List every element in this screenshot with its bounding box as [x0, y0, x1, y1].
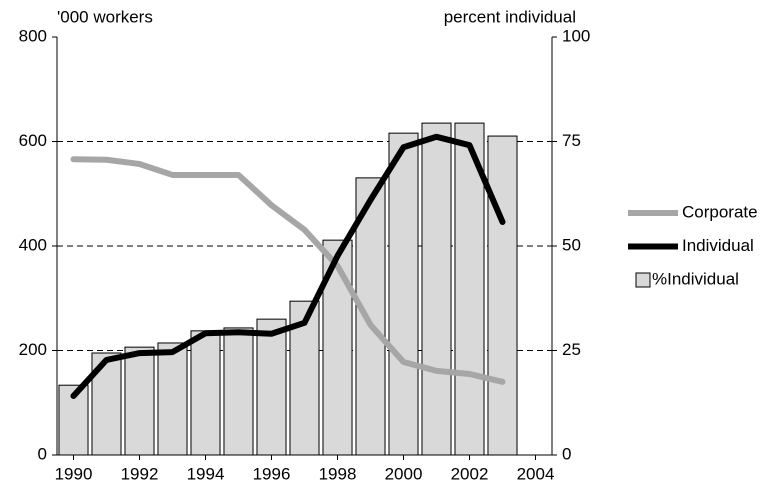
bar — [355, 177, 386, 456]
x-tick-label: 1998 — [319, 464, 357, 483]
x-tick-label: 2002 — [451, 464, 489, 483]
y2-tick-label: 75 — [562, 131, 581, 150]
bar — [289, 300, 320, 456]
x-tick-label: 1996 — [253, 464, 291, 483]
legend-label: %Individual — [652, 269, 739, 288]
x-tick-label: 2000 — [385, 464, 423, 483]
y2-tick-label: 100 — [562, 26, 590, 45]
x-tick-label: 1992 — [121, 464, 159, 483]
legend-label: Individual — [682, 236, 754, 255]
bar — [223, 327, 254, 456]
y2-tick-label: 0 — [562, 444, 571, 463]
y-tick-label: 800 — [19, 26, 47, 45]
y-tick-label: 600 — [19, 131, 47, 150]
x-tick-label: 1994 — [187, 464, 225, 483]
bar — [190, 330, 221, 456]
bar — [157, 342, 188, 456]
x-tick-label: 2004 — [517, 464, 555, 483]
y2-axis-label: percent individual — [444, 7, 576, 26]
x-tick-label: 1990 — [55, 464, 93, 483]
legend-label: Corporate — [682, 202, 758, 221]
bar — [421, 122, 452, 456]
bar — [256, 318, 287, 456]
y-tick-label: 0 — [38, 444, 47, 463]
y-axis-label: '000 workers — [57, 7, 153, 26]
bar — [454, 122, 485, 456]
bar — [487, 135, 518, 456]
y2-tick-label: 25 — [562, 340, 581, 359]
y-tick-label: 400 — [19, 235, 47, 254]
y-tick-label: 200 — [19, 340, 47, 359]
bar — [124, 346, 155, 456]
line-series — [70, 156, 506, 385]
bar — [388, 132, 419, 456]
y2-tick-label: 50 — [562, 235, 581, 254]
line-series — [70, 133, 506, 399]
legend-swatch — [635, 272, 651, 288]
